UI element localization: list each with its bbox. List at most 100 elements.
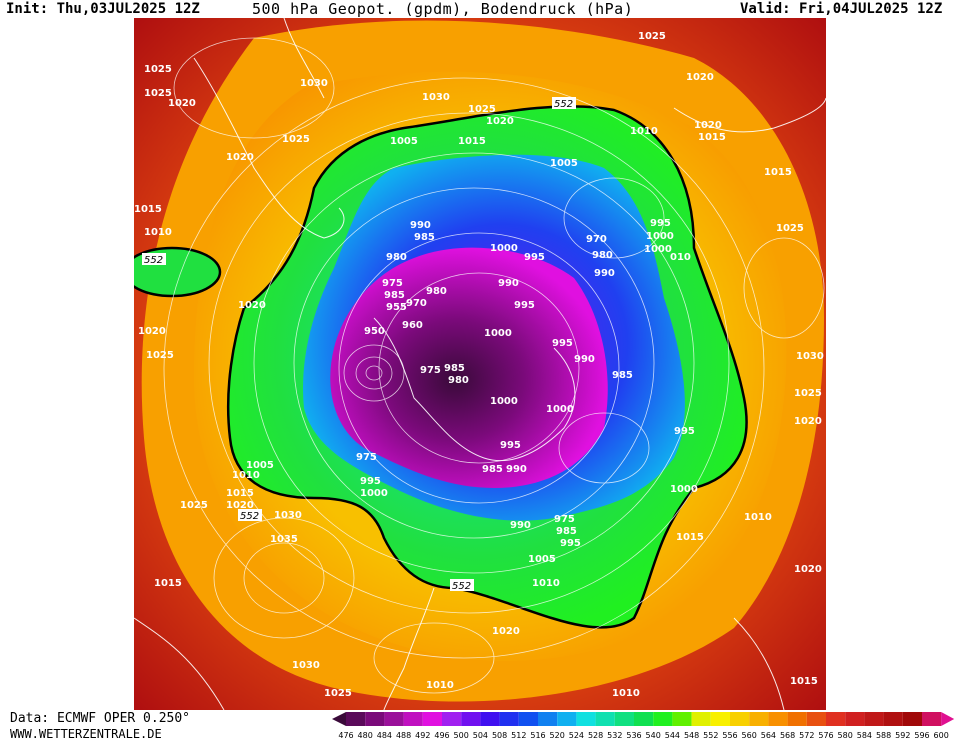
legend-swatch <box>518 712 538 726</box>
legend-swatch <box>634 712 654 726</box>
legend-swatch <box>384 712 404 726</box>
legend-tick-label: 564 <box>761 731 776 740</box>
legend-tick-label: 588 <box>876 731 891 740</box>
pressure-label: 1005 <box>528 554 556 565</box>
legend-swatch <box>691 712 711 726</box>
pressure-label: 1025 <box>144 88 172 99</box>
legend-swatch <box>461 712 481 726</box>
pressure-label: 1020 <box>168 98 196 109</box>
legend-tick-label: 488 <box>396 731 411 740</box>
legend-swatch <box>749 712 769 726</box>
pressure-label: 1025 <box>776 223 804 234</box>
pressure-label: 010 <box>670 252 691 263</box>
pressure-label: 990 <box>594 268 615 279</box>
pressure-label: 1000 <box>360 488 388 499</box>
contour-552-labels: 552 552 552 552 <box>142 97 576 592</box>
legend-tick-label: 540 <box>646 731 661 740</box>
isobar-lines <box>163 37 825 694</box>
pressure-label: 1030 <box>422 92 450 103</box>
magenta-core <box>330 247 608 488</box>
pressure-label: 955 <box>386 302 407 313</box>
legend-swatch <box>614 712 634 726</box>
pressure-label: 990 <box>574 354 595 365</box>
pressure-label: 1005 <box>390 136 418 147</box>
pressure-label: 975 <box>356 452 377 463</box>
legend-tick-label: 600 <box>934 731 949 740</box>
pressure-label: 1020 <box>686 72 714 83</box>
legend-swatch <box>365 712 385 726</box>
legend-swatch <box>826 712 846 726</box>
pressure-label: 1015 <box>458 136 486 147</box>
legend-tick-label: 524 <box>569 731 584 740</box>
pressure-label: 1015 <box>698 132 726 143</box>
pressure-label: 1015 <box>226 488 254 499</box>
pressure-label: 1000 <box>670 484 698 495</box>
contour-552-label: 552 <box>144 255 163 266</box>
pressure-label: 1030 <box>300 78 328 89</box>
coastlines <box>134 18 826 710</box>
legend-swatch <box>768 712 788 726</box>
legend-swatch <box>480 712 500 726</box>
legend-tick-label: 484 <box>377 731 392 740</box>
pressure-label: 1015 <box>154 578 182 589</box>
legend-swatch <box>730 712 750 726</box>
legend-swatch <box>403 712 423 726</box>
pressure-label: 1000 <box>484 328 512 339</box>
contour-label-bg <box>450 579 474 591</box>
pressure-label: 1010 <box>144 227 172 238</box>
legend-ticks: 476 480 484 488 492 496 500 504 508 512 516 520 524 5… <box>338 731 948 740</box>
pressure-label: 960 <box>402 320 423 331</box>
legend-swatch <box>845 712 865 726</box>
pressure-label: 1020 <box>794 564 822 575</box>
legend-tick-label: 560 <box>742 731 757 740</box>
legend-tick-label: 492 <box>415 731 430 740</box>
pressure-label: 970 <box>406 298 427 309</box>
pressure-label: 995 <box>514 300 535 311</box>
legend-tick-label: 512 <box>511 731 526 740</box>
pressure-label: 980 <box>426 286 447 297</box>
legend-swatch <box>883 712 903 726</box>
weather-map: 1025102510251020103010301025102010201020… <box>134 18 826 710</box>
pressure-label: 985 <box>414 232 435 243</box>
pressure-label: 1015 <box>134 204 162 215</box>
pressure-label: 985 <box>612 370 633 381</box>
pressure-label: 1025 <box>146 350 174 361</box>
legend-tick-label: 568 <box>780 731 795 740</box>
legend-swatches <box>332 712 955 726</box>
pressure-label: 1020 <box>486 116 514 127</box>
init-time: Init: Thu,03JUL2025 12Z <box>6 1 200 17</box>
legend-swatch <box>922 712 942 726</box>
legend-tick-label: 576 <box>818 731 833 740</box>
pressure-label: 1015 <box>790 676 818 687</box>
pressure-label: 985 <box>384 290 405 301</box>
legend-swatch <box>538 712 558 726</box>
legend-tick-label: 536 <box>626 731 641 740</box>
pressure-label: 1000 <box>644 244 672 255</box>
legend-swatch <box>710 712 730 726</box>
pressure-label: 975 <box>382 278 403 289</box>
legend-tick-label: 520 <box>550 731 565 740</box>
pressure-label: 1020 <box>238 300 266 311</box>
pressure-label: 1005 <box>246 460 274 471</box>
pressure-label: 995 <box>674 426 695 437</box>
pressure-label: 1025 <box>180 500 208 511</box>
pressure-label: 995 <box>500 440 521 451</box>
pressure-label: 985 <box>444 363 465 374</box>
pressure-label: 990 <box>410 220 431 231</box>
legend-swatch <box>346 712 366 726</box>
pressure-label: 1025 <box>468 104 496 115</box>
contour-label-bg <box>238 509 262 521</box>
legend-tick-label: 572 <box>799 731 814 740</box>
legend-tick-label: 508 <box>492 731 507 740</box>
pressure-label: 1030 <box>292 660 320 671</box>
contour-label-bg <box>552 97 576 109</box>
legend-tick-label: 544 <box>665 731 680 740</box>
pressure-label: 1020 <box>492 626 520 637</box>
pressure-label: 1005 <box>550 158 578 169</box>
pressure-label: 1010 <box>426 680 454 691</box>
pressure-label: 1015 <box>676 532 704 543</box>
legend-tick-label: 556 <box>722 731 737 740</box>
pressure-labels: 1025102510251020103010301025102010201020… <box>134 31 824 699</box>
legend-tick-label: 584 <box>857 731 872 740</box>
contour-552-label: 552 <box>240 511 259 522</box>
